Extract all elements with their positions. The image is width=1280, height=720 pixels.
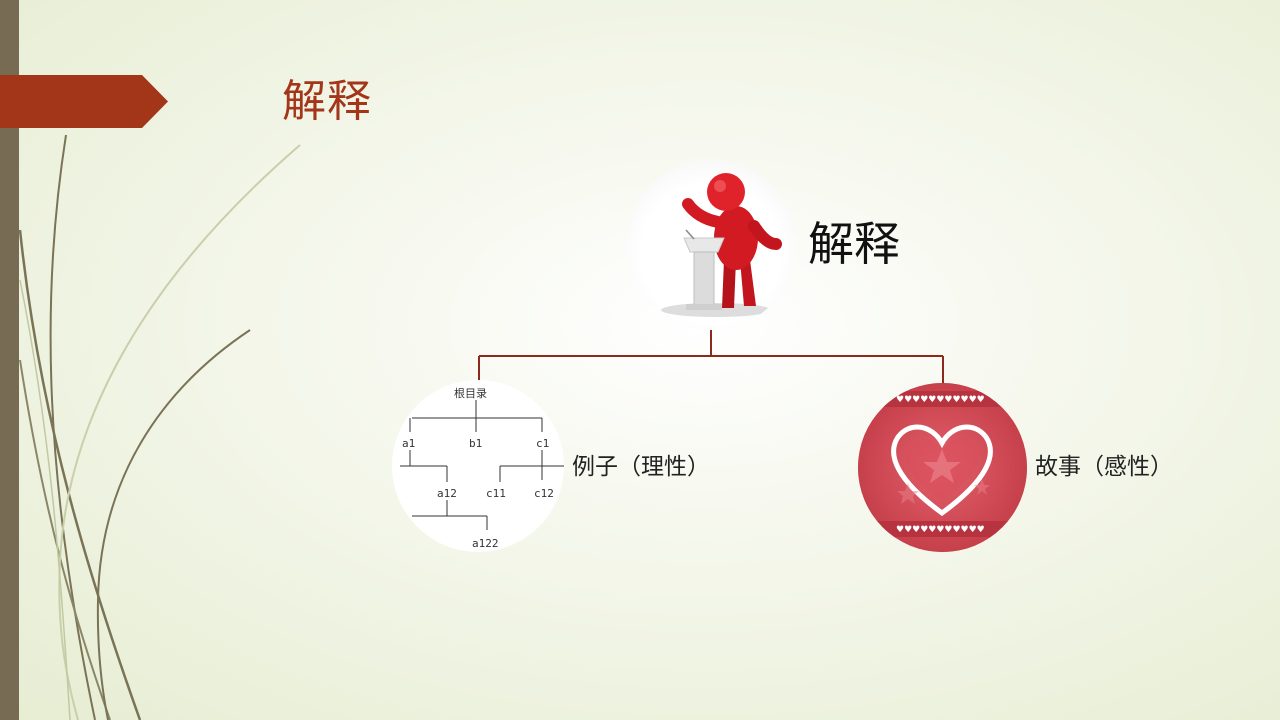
- tree-node-label: a1: [402, 437, 415, 450]
- story-label: 故事（感性）: [1035, 454, 1173, 480]
- tree-node-label: a122: [472, 537, 499, 550]
- tree-node-label: c12: [534, 487, 554, 500]
- slide-title: 解释: [282, 76, 372, 127]
- speaker-at-podium-icon: [661, 173, 782, 317]
- tree-node-label: a12: [437, 487, 457, 500]
- left-accent-bar: [0, 0, 19, 720]
- example-label: 例子（理性）: [572, 454, 710, 480]
- tree-node-label: c11: [486, 487, 506, 500]
- svg-text:♥♥♥♥♥♥♥♥♥♥♥: ♥♥♥♥♥♥♥♥♥♥♥: [896, 525, 985, 535]
- example-node-image: 根目录 a1 b1 c1 a12 c11 c12 a122: [392, 380, 564, 552]
- grass-decoration: [18, 134, 301, 720]
- root-node-image: [626, 160, 796, 330]
- root-label: 解释: [808, 217, 900, 271]
- svg-text:♥♥♥♥♥♥♥♥♥♥♥: ♥♥♥♥♥♥♥♥♥♥♥: [896, 395, 985, 405]
- story-node-image: ♥♥♥♥♥♥♥♥♥♥♥ ♥♥♥♥♥♥♥♥♥♥♥: [858, 383, 1027, 552]
- tree-node-label: c1: [536, 437, 549, 450]
- directory-tree-icon: 根目录 a1 b1 c1 a12 c11 c12 a122: [400, 386, 564, 550]
- title-arrow-shape: [0, 75, 168, 128]
- tree-node-label: b1: [469, 437, 482, 450]
- heart-icon: ♥♥♥♥♥♥♥♥♥♥♥ ♥♥♥♥♥♥♥♥♥♥♥: [858, 383, 1027, 552]
- tree-root-label: 根目录: [454, 386, 487, 400]
